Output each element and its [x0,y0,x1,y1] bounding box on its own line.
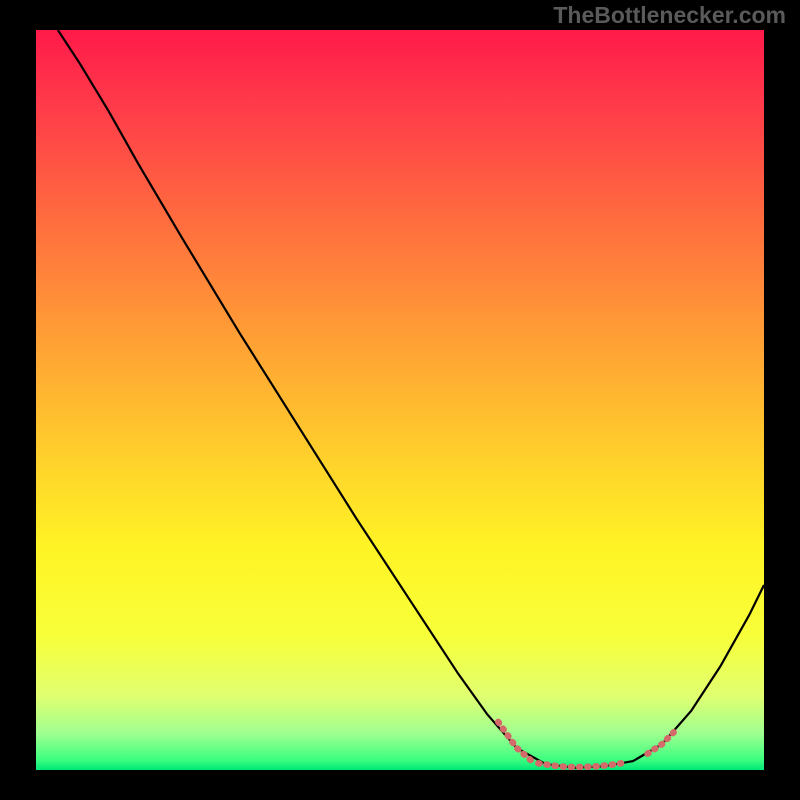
gradient-background [36,30,764,770]
watermark: TheBottlenecker.com [553,2,786,29]
plot-svg [36,30,764,770]
chart-container: TheBottlenecker.com [0,0,800,800]
